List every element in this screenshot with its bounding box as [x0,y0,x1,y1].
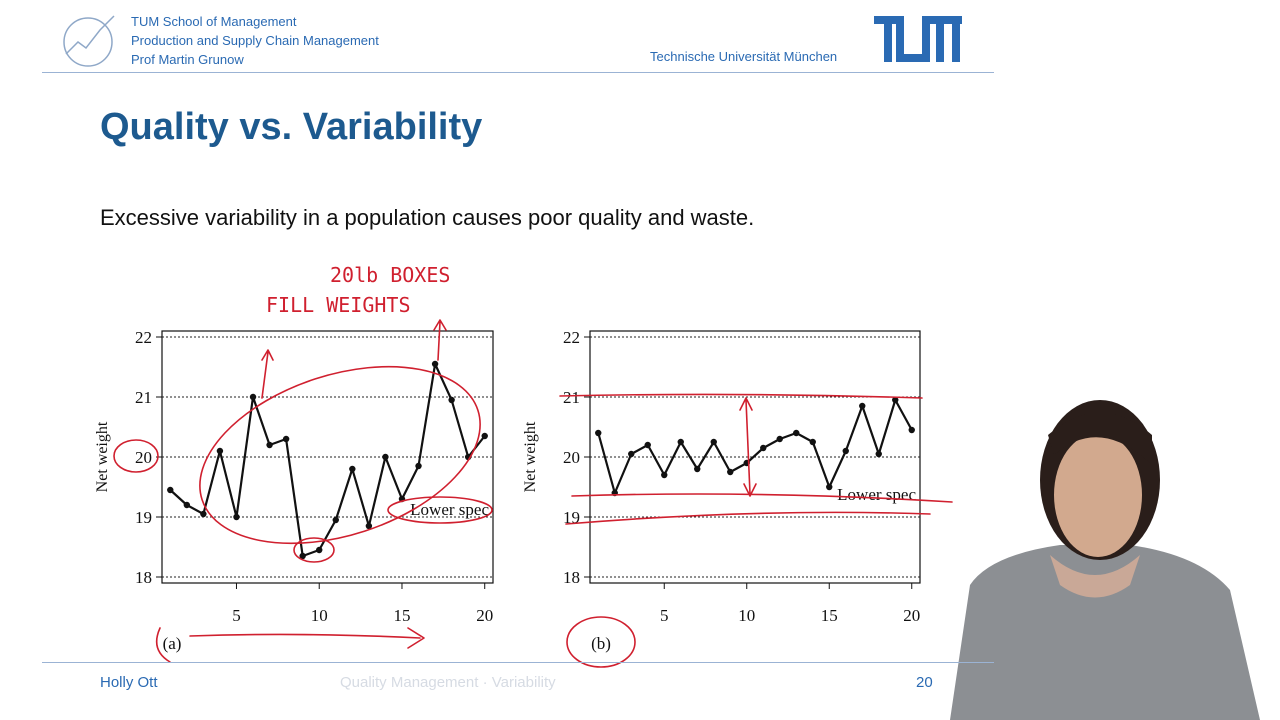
data-point [859,402,866,410]
y-tick-label: 21 [135,388,152,407]
y-axis-label: Net weight [522,421,539,492]
data-point [710,438,717,446]
footer-course: Quality Management · Variability [340,674,556,691]
x-tick-label: 20 [903,606,920,625]
data-point [628,450,635,458]
annotation-circle-low [293,537,335,563]
x-tick-label: 20 [476,606,493,625]
annotation-circle-20 [113,439,159,473]
data-point [332,516,339,524]
y-tick-label: 19 [563,508,580,527]
org-line-1: TUM School of Management [131,14,297,29]
data-point [266,441,273,449]
header-rule [42,72,994,73]
slide-body-text: Excessive variability in a population ca… [100,205,755,230]
y-tick-label: 22 [563,328,580,347]
panel-label: (a) [163,634,182,653]
footer-author: Holly Ott [100,674,158,691]
data-point [842,447,849,455]
university-name: Technische Universität München [650,49,838,64]
chart-a: 18 19 20 21 22 5 10 15 20 Net weight Lower spec (a) [94,328,494,653]
y-axis-label: Net weight [94,421,111,492]
y-tick-label: 18 [563,568,580,587]
page-number: 20 [916,674,933,691]
data-point [694,465,701,473]
data-point [249,393,257,401]
y-tick-label: 21 [563,388,580,407]
data-point [677,438,684,446]
data-point [216,447,224,455]
data-point [167,486,174,494]
org-line-2: Production and Supply Chain Management [131,33,379,48]
y-tick-label: 20 [135,448,152,467]
x-tick-label: 10 [311,606,328,625]
annotation-upper-line-b [559,393,923,399]
data-point [595,429,602,437]
data-point [448,396,455,404]
data-point [481,432,488,440]
annotation-spread-ellipse [199,365,481,545]
data-point [415,462,422,470]
x-tick-label: 15 [393,606,410,625]
annotation-lower-line-b-2 [565,511,931,525]
data-point [908,426,915,434]
data-point [200,510,207,518]
data-point [233,513,240,521]
slide-title: Quality vs. Variability [100,106,483,148]
tum-som-logo-icon [63,15,115,67]
x-tick-label: 5 [660,606,669,625]
y-tick-label: 18 [135,568,152,587]
data-point [316,546,323,554]
y-tick-label: 22 [135,328,152,347]
data-point [661,471,668,479]
data-point [299,552,306,560]
data-point [760,444,767,452]
lower-spec-label: Lower spec [410,500,489,519]
data-point [183,501,191,509]
annotation-boxes: 20lb BOXES [330,263,450,287]
data-point [644,441,651,449]
x-tick-label: 5 [232,606,241,625]
panel-label: (b) [591,634,611,653]
presenter-video [950,400,1260,720]
chart-b: 18 19 20 21 22 5 10 15 20 Net weight Lower spec (b) [522,328,921,653]
footer-rule [42,662,994,663]
data-point [727,468,734,476]
data-point [382,453,389,461]
annotation-circle-lowerspec-a [387,496,493,524]
tum-logo-icon [874,16,962,62]
lower-spec-label: Lower spec [837,485,916,504]
data-point [892,396,899,404]
data-point [776,435,783,443]
data-point [365,522,373,530]
x-tick-label: 15 [821,606,838,625]
annotation-arrow-right [155,627,425,663]
handwritten-annotations: 20lb BOXES FILL WEIGHTS [113,263,953,668]
annotation-arrow-up-2 [433,319,447,361]
annotation-arrow-up-1 [261,349,274,399]
y-tick-label: 20 [563,448,580,467]
data-point [282,435,290,443]
data-point [349,465,356,473]
data-point [793,429,800,437]
header-org: TUM School of Management Production and … [131,12,379,69]
annotation-range-arrow-b [739,397,757,497]
series-line [169,362,486,558]
data-point [875,450,882,458]
y-tick-label: 19 [135,508,152,527]
annotation-lower-line-b-1 [571,493,953,503]
annotation-circle-b [566,616,636,668]
data-point [826,483,833,491]
org-line-3: Prof Martin Grunow [131,52,244,67]
x-tick-label: 10 [738,606,755,625]
annotation-fill-weights: FILL WEIGHTS [266,293,411,317]
series-line [597,398,913,495]
data-point [809,438,816,446]
data-point [431,360,439,368]
